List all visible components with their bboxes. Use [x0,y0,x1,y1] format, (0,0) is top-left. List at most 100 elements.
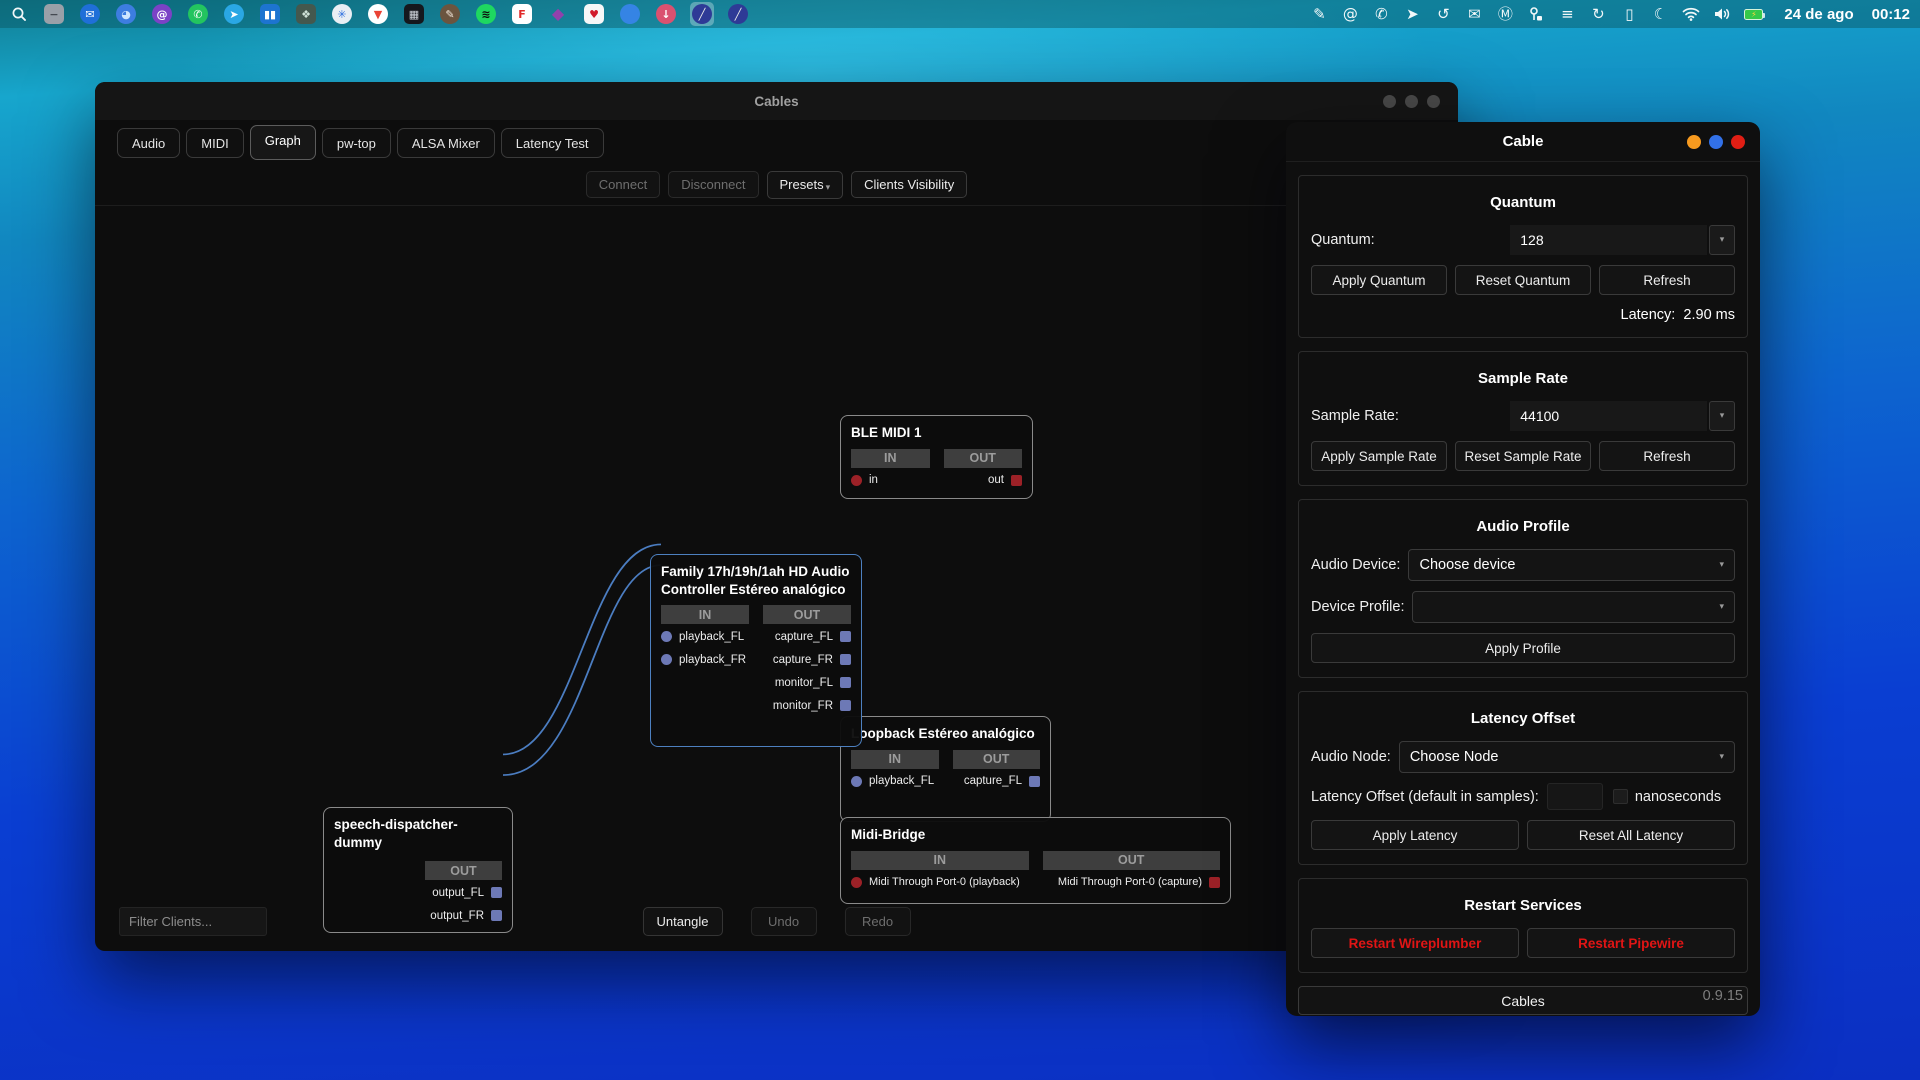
battery-icon[interactable]: ⚡ [1744,8,1766,20]
graph-action-button[interactable]: Untangle [642,907,723,936]
toolbar-button[interactable]: Connect▾ [585,171,661,198]
audio-node-select[interactable]: Choose Node ▾ [1398,741,1735,773]
quantum-action-button[interactable]: Apply Quantum [1311,265,1447,295]
port-dot[interactable] [851,876,862,888]
app-browser-icon[interactable]: ◕ [114,2,138,26]
app-thunderbird-icon[interactable]: ✉ [78,2,102,26]
port-dot[interactable] [1011,474,1022,486]
node-speech-dispatcher-dummy[interactable]: speech-dispatcher-dummy OUT output_FL ou… [323,807,513,933]
panel-titlebar[interactable]: Cable [1286,122,1760,162]
app-spotify-icon[interactable]: ≋ [474,2,498,26]
node-family-hd-audio[interactable]: Family 17h/19h/1ah HD Audio Controller E… [650,554,862,747]
sample-rate-action-button[interactable]: Refresh [1599,441,1735,471]
port-dot[interactable] [491,910,502,921]
app-download-icon[interactable]: ↓ [654,2,678,26]
tab[interactable]: MIDI [186,128,244,158]
app-gimp-icon[interactable]: ✎ [438,2,462,26]
port-dot[interactable] [1029,775,1040,787]
chevron-down-icon[interactable]: ▾ [1709,401,1735,431]
tab[interactable]: Graph [249,125,316,160]
app-gem-icon[interactable]: ❖ [294,2,318,26]
port-dot[interactable] [840,700,851,712]
cable-output-fr[interactable] [502,564,662,776]
port-row[interactable]: capture_FL [953,771,1040,792]
app-diamond-icon[interactable]: ◆ [551,4,565,23]
app-flipboard-icon[interactable]: F [510,2,534,26]
close-light[interactable] [1731,135,1745,149]
toolbar-button[interactable]: Presets ▾ [766,170,844,199]
latency-offset-input[interactable] [1546,783,1603,810]
sample-rate-select[interactable]: 44100 ▾ [1510,401,1735,431]
port-row[interactable]: Midi Through Port-0 (playback) [851,872,1029,893]
mail-icon[interactable]: ✉ [1468,4,1481,23]
search-icon[interactable] [10,5,28,23]
filter-clients-input[interactable] [119,907,267,936]
whatsapp-status-icon[interactable]: ✆ [1375,4,1388,23]
app-whatsapp-icon[interactable]: ✆ [186,2,210,26]
stylus-icon[interactable]: ✎ [1313,4,1326,23]
minimize-light[interactable] [1687,135,1701,149]
graph-canvas[interactable]: BLE MIDI 1 IN in OUT [95,206,1458,951]
tab[interactable]: Latency Test [500,128,604,158]
toolbar-button[interactable]: Clients Visibility▾ [851,171,968,198]
tab[interactable]: ALSA Mixer [396,128,495,158]
node-loopback[interactable]: Loopback Estéreo analógico IN playback_F… [840,716,1051,822]
sync-icon[interactable]: ↺ [1437,4,1450,23]
graph-action-button[interactable]: Undo [750,907,817,936]
nanoseconds-checkbox[interactable] [1612,789,1628,804]
tablet-icon[interactable]: ▯ [1625,4,1634,23]
app-trello-icon[interactable]: ▮▮ [258,2,282,26]
wifi-icon[interactable] [1682,5,1700,23]
reset-all-latency-button[interactable]: Reset All Latency [1527,820,1735,850]
window-control-dot[interactable] [1427,95,1440,108]
tab[interactable]: Audio [117,128,181,158]
app-solitaire-icon[interactable]: ♥ [582,2,606,26]
app-archive-icon[interactable]: − [42,2,66,26]
port-dot[interactable] [851,474,862,486]
menubar-clock[interactable]: 24 de ago 00:12 [1784,6,1910,23]
volume-icon[interactable] [1713,5,1731,23]
port-row[interactable]: playback_FL [661,626,749,647]
port-row[interactable]: output_FL [425,882,502,903]
graph-action-button[interactable]: Redo [844,907,911,936]
app-maps-icon[interactable]: ▼ [366,2,390,26]
node-ble-midi-1[interactable]: BLE MIDI 1 IN in OUT [840,415,1033,499]
app-coral-icon[interactable]: ✳ [330,2,354,26]
port-row[interactable]: capture_FL [763,626,851,647]
restart-service-button[interactable]: Restart Pipewire [1527,928,1735,958]
audio-device-select[interactable]: Choose device ▾ [1408,549,1735,581]
server-list-icon[interactable]: ≡ [1561,4,1574,23]
window-control-dot[interactable] [1405,95,1418,108]
window-control-dot[interactable] [1383,95,1396,108]
port-dot[interactable] [661,654,672,666]
port-row[interactable]: out [944,470,1022,491]
chevron-down-icon[interactable]: ▾ [1709,225,1735,255]
tab[interactable]: pw-top [321,128,391,158]
sync-circle-icon[interactable]: ↻ [1592,4,1605,23]
app-cables-2-icon[interactable]: ╱ [726,2,750,26]
port-row[interactable]: in [851,470,930,491]
port-dot[interactable] [840,677,851,689]
cables-button[interactable]: Cables [1298,986,1748,1015]
app-chat-bubble-icon[interactable] [618,2,642,26]
night-mode-icon[interactable]: ☾ [1653,4,1668,23]
window-titlebar[interactable]: Cables [95,82,1458,120]
toolbar-button[interactable]: Disconnect▾ [668,171,759,198]
port-row[interactable]: playback_FL [851,771,939,792]
port-dot[interactable] [661,631,672,643]
port-dot[interactable] [1209,876,1220,888]
port-row[interactable]: Midi Through Port-0 (capture) [1043,872,1220,893]
port-row[interactable]: capture_FR [763,649,851,670]
quantum-action-button[interactable]: Refresh [1599,265,1735,295]
chat-at-icon[interactable]: @ [1342,4,1358,23]
port-row[interactable]: output_FR [425,905,502,926]
app-telegram-icon[interactable]: ➤ [222,2,246,26]
key-lock-icon[interactable] [1527,5,1545,23]
sample-rate-action-button[interactable]: Reset Sample Rate [1455,441,1591,471]
cable-output-fl[interactable] [502,543,662,756]
apply-latency-button[interactable]: Apply Latency [1311,820,1519,850]
app-video-editor-icon[interactable]: ▦ [402,2,426,26]
port-dot[interactable] [840,631,851,643]
port-row[interactable]: monitor_FL [763,672,851,693]
app-at-chat-icon[interactable]: @ [150,2,174,26]
